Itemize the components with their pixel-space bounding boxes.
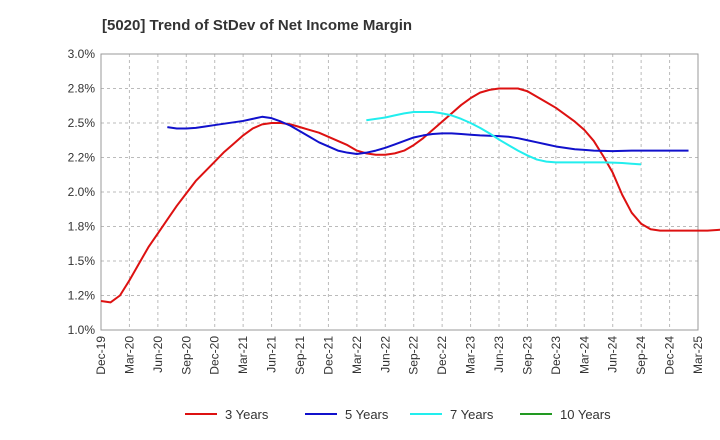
- y-tick-label: 1.0%: [68, 323, 96, 337]
- legend-label-10-years: 10 Years: [560, 407, 611, 422]
- chart-title: [5020] Trend of StDev of Net Income Marg…: [102, 17, 412, 34]
- x-tick-label: Dec-19: [94, 336, 108, 375]
- legend-label-3-years: 3 Years: [225, 407, 269, 422]
- x-tick-label: Jun-23: [492, 336, 506, 373]
- plot-lines: [100, 87, 720, 304]
- x-axis-ticks: Dec-19 Mar-20 Jun-20 Sep-20 Dec-20 Mar-21 Jun-…: [94, 336, 705, 375]
- y-tick-label: 2.5%: [68, 116, 96, 130]
- x-tick-label: Dec-20: [208, 336, 222, 375]
- x-tick-label: Dec-21: [321, 336, 335, 375]
- x-tick-label: Jun-22: [378, 336, 392, 373]
- y-tick-label: 1.8%: [68, 220, 96, 234]
- legend: 3 Years 5 Years 7 Years 10 Years: [185, 407, 611, 422]
- x-tick-label: Jun-20: [151, 336, 165, 373]
- series-line-3-years: [100, 87, 720, 304]
- x-tick-label: Mar-20: [122, 336, 136, 374]
- x-tick-label: Sep-20: [179, 336, 193, 375]
- y-tick-label: 2.2%: [68, 151, 96, 165]
- x-tick-label: Jun-21: [265, 336, 279, 373]
- y-tick-label: 1.2%: [68, 289, 96, 303]
- y-tick-label: 1.5%: [68, 254, 96, 268]
- x-tick-label: Dec-23: [549, 336, 563, 375]
- x-tick-label: Sep-24: [634, 336, 648, 375]
- x-tick-label: Dec-22: [435, 336, 449, 375]
- y-tick-label: 3.0%: [68, 47, 96, 61]
- x-tick-label: Sep-23: [520, 336, 534, 375]
- x-tick-label: Dec-24: [663, 336, 677, 375]
- grid: [100, 53, 699, 331]
- legend-label-7-years: 7 Years: [450, 407, 494, 422]
- x-tick-label: Mar-21: [236, 336, 250, 374]
- x-tick-label: Mar-23: [464, 336, 478, 374]
- y-axis-ticks: 1.0% 1.2% 1.5% 1.8% 2.0% 2.2% 2.5% 2.8% 3.0%: [68, 47, 96, 337]
- x-tick-label: Sep-22: [407, 336, 421, 375]
- y-tick-label: 2.0%: [68, 185, 96, 199]
- x-tick-label: Mar-24: [577, 336, 591, 374]
- series-line-5-years: [167, 115, 689, 156]
- plot-frame: [100, 53, 699, 331]
- legend-label-5-years: 5 Years: [345, 407, 389, 422]
- x-tick-label: Sep-21: [293, 336, 307, 375]
- x-tick-label: Jun-24: [606, 336, 620, 373]
- x-tick-label: Mar-25: [691, 336, 705, 374]
- x-tick-label: Mar-22: [350, 336, 364, 374]
- series-line-7-years: [366, 110, 642, 166]
- y-tick-label: 2.8%: [68, 82, 96, 96]
